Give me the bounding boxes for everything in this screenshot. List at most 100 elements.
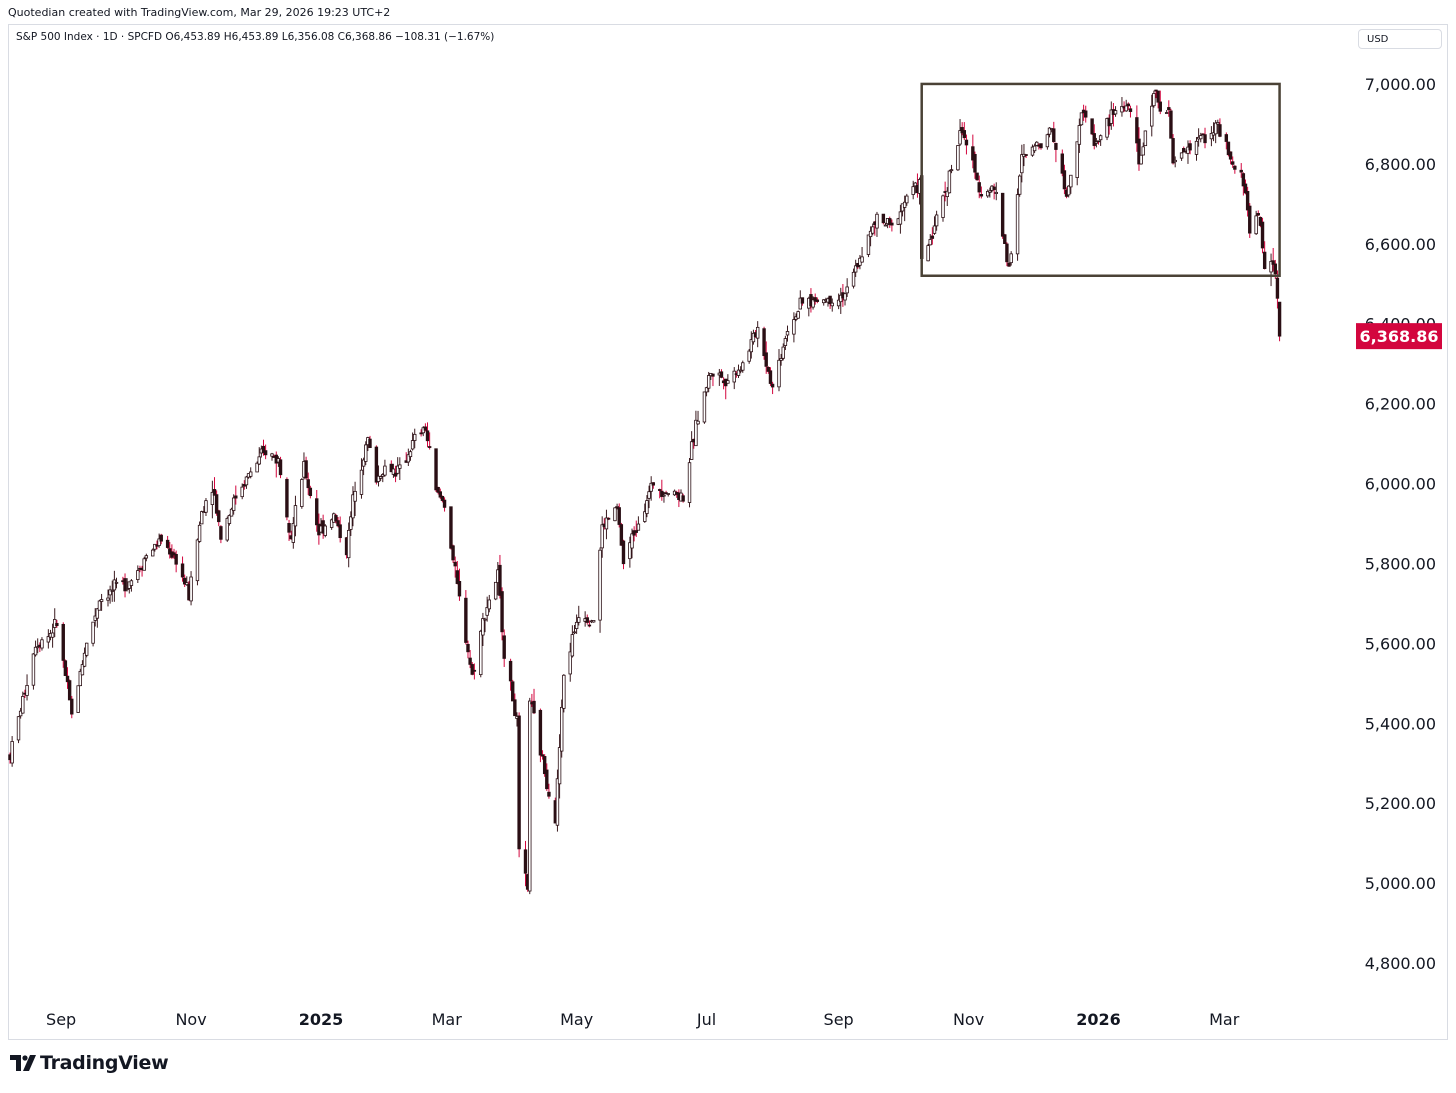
candle-body — [21, 696, 25, 714]
candle-body — [1158, 101, 1162, 112]
candle-body — [783, 338, 788, 346]
candle-body — [532, 700, 536, 714]
candle-body — [934, 214, 939, 227]
candle-body — [304, 460, 308, 479]
candle-body — [1209, 133, 1214, 140]
candle-body — [376, 475, 381, 482]
candle-body — [796, 311, 800, 319]
candle-body — [1092, 133, 1096, 146]
candle-body — [1003, 234, 1007, 244]
candle-body — [172, 552, 176, 556]
candle-body — [464, 597, 468, 643]
candle-body — [1060, 153, 1064, 174]
candle-body — [40, 639, 44, 649]
candle-body — [498, 564, 502, 596]
y-tick-label: 6,200.00 — [1365, 395, 1436, 414]
candle-body — [210, 491, 215, 505]
range-box — [920, 82, 1281, 277]
currency-selector[interactable]: USD — [1358, 29, 1442, 49]
tradingview-logo[interactable]: TradingView — [10, 1052, 169, 1074]
candle-body — [168, 548, 172, 555]
candle-body — [1152, 93, 1156, 107]
y-tick-label: 6,600.00 — [1365, 235, 1436, 254]
y-tick-label: 6,000.00 — [1365, 475, 1436, 494]
candle-body — [517, 715, 521, 850]
candle-body — [853, 265, 858, 273]
y-tick-label: 4,800.00 — [1365, 954, 1436, 973]
y-tick-label: 5,800.00 — [1365, 554, 1436, 573]
candle-body — [868, 230, 873, 238]
x-tick-label: 2026 — [1076, 1010, 1121, 1029]
candle-body — [413, 433, 417, 441]
candle-body — [702, 391, 707, 423]
candle-body — [391, 468, 396, 475]
candle-body — [55, 623, 59, 627]
candle-body — [660, 490, 664, 497]
candle-body — [151, 549, 155, 557]
candle-body — [523, 849, 528, 874]
candle-body — [78, 670, 82, 687]
candle-body — [33, 646, 38, 656]
candle-body — [1126, 103, 1131, 107]
x-tick-label: Sep — [46, 1010, 76, 1029]
candle-body — [323, 525, 327, 536]
candle-body — [408, 451, 413, 458]
candle-body — [425, 430, 430, 442]
candle-body — [643, 511, 647, 522]
candle-body — [91, 621, 95, 644]
candle-body — [557, 747, 562, 785]
candle-body — [926, 245, 930, 262]
symbol-legend: S&P 500 Index · 1D · SPCFD O6,453.89 H6,… — [16, 31, 495, 43]
candle-body — [883, 224, 888, 227]
candle-body — [263, 450, 268, 456]
candle-body — [434, 448, 438, 491]
candle-body — [636, 523, 641, 531]
candle-body — [500, 591, 504, 633]
candle-body — [212, 489, 217, 496]
candle-body — [110, 590, 114, 592]
candle-body — [1045, 134, 1050, 148]
candle-body — [666, 493, 670, 495]
candle-body — [1254, 215, 1258, 235]
candle-body — [346, 529, 351, 559]
candle-body — [973, 153, 977, 173]
candle-body — [866, 234, 871, 255]
candle-body — [785, 331, 790, 336]
candle-body — [1167, 107, 1171, 111]
candle-body — [1231, 161, 1235, 165]
candle-body — [35, 646, 40, 649]
candle-body — [136, 570, 140, 580]
candle-body — [777, 359, 781, 388]
candle-body — [1137, 138, 1141, 165]
candle-body — [1128, 108, 1133, 112]
candle-body — [958, 130, 962, 145]
candle-body — [860, 256, 864, 263]
candle-body — [600, 524, 604, 549]
candle-body — [994, 191, 998, 194]
candle-body — [513, 699, 517, 717]
candle-body — [364, 444, 368, 462]
candle-body — [694, 419, 698, 447]
candle-body — [945, 190, 949, 198]
candle-body — [257, 456, 261, 465]
x-tick-label: Sep — [824, 1010, 854, 1029]
candle-body — [389, 463, 393, 473]
candle-body — [574, 621, 579, 630]
candle-body — [811, 299, 815, 308]
candle-body — [1000, 192, 1005, 237]
candle-body — [285, 478, 289, 518]
x-tick-label: Mar — [1209, 1010, 1240, 1029]
candle-body — [466, 643, 470, 653]
candle-body — [410, 440, 415, 450]
candle-body — [159, 534, 163, 542]
candle-body — [747, 350, 751, 362]
candle-body — [483, 618, 487, 621]
candle-body — [741, 362, 745, 371]
candle-body — [949, 169, 954, 172]
candle-body — [65, 675, 70, 683]
candle-body — [349, 516, 353, 530]
candle-body — [732, 370, 736, 383]
last-price-label: 6,368.86 — [1360, 327, 1439, 346]
y-tick-label: 5,400.00 — [1365, 714, 1436, 733]
